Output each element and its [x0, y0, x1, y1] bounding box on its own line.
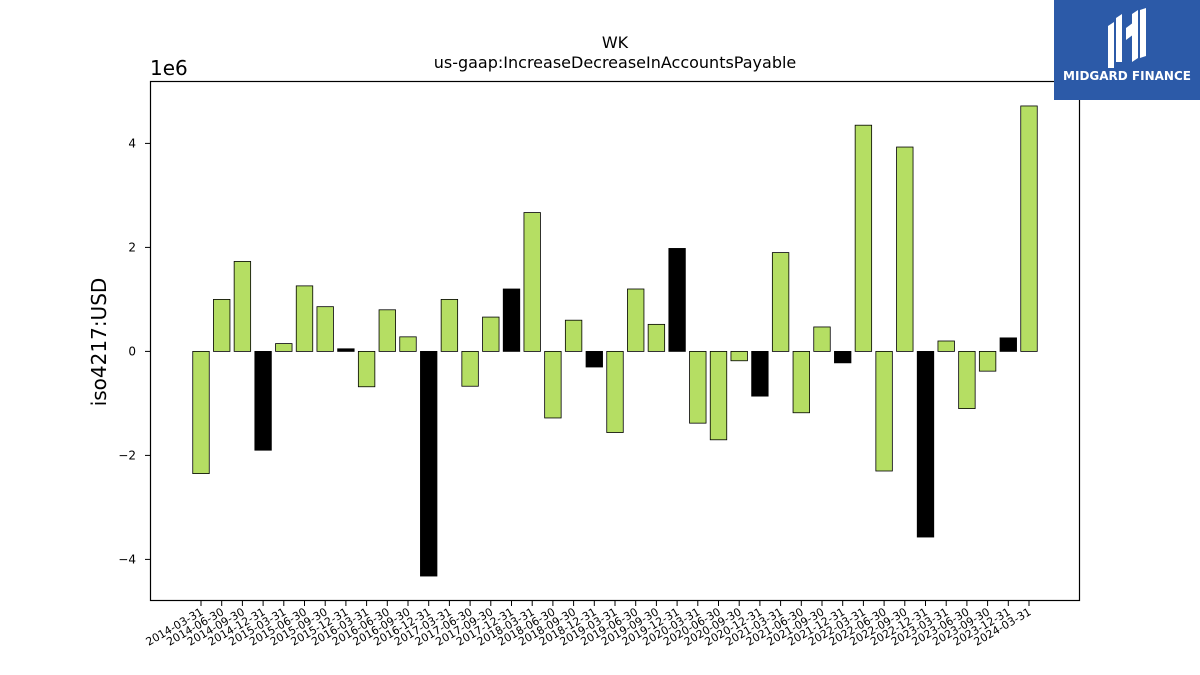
bar-2020-03-31 — [689, 350, 707, 424]
bar-2016-09-30 — [399, 336, 417, 352]
bar-2020-06-30 — [709, 350, 728, 441]
y-tick-label: 4 — [128, 136, 136, 150]
bar-2024-03-31 — [1020, 105, 1038, 352]
bar-2020-12-31 — [751, 350, 769, 397]
bar-2019-12-31 — [668, 248, 686, 352]
bar-2015-06-30 — [295, 285, 314, 352]
bar-2018-06-30 — [544, 350, 562, 419]
bar-2019-03-31 — [606, 350, 624, 433]
bar-2021-12-31 — [834, 350, 852, 364]
bar-2014-12-31 — [254, 350, 272, 451]
bar-2015-03-31 — [275, 343, 293, 352]
bar-2018-03-31 — [523, 212, 541, 352]
bar-2018-09-30 — [564, 319, 583, 352]
bar-2023-09-30 — [978, 350, 997, 372]
bar-2018-12-31 — [585, 350, 603, 368]
bar-2023-12-31 — [999, 337, 1017, 352]
bar-2023-03-31 — [937, 340, 955, 352]
bar-2015-12-31 — [337, 348, 355, 352]
bar-2016-12-31 — [420, 350, 438, 577]
bar-2019-06-30 — [627, 288, 645, 352]
bar-2015-09-30 — [316, 306, 334, 352]
chart-title: WK — [601, 33, 629, 52]
bar-2021-06-30 — [792, 350, 810, 414]
brand-logo-text: MIDGARD FINANCE — [1063, 69, 1191, 83]
bar-2019-09-30 — [647, 323, 666, 352]
bar-2014-09-30 — [233, 261, 252, 352]
bar-2021-03-31 — [771, 252, 790, 352]
bar-2023-06-30 — [958, 350, 976, 409]
y-tick-label: −2 — [118, 448, 136, 462]
bar-2017-12-31 — [502, 288, 521, 352]
bar-2021-09-30 — [813, 326, 831, 352]
y-tick-label: 2 — [128, 240, 136, 254]
y-tick-label: −4 — [118, 552, 136, 566]
chart-subtitle: us-gaap:IncreaseDecreaseInAccountsPayabl… — [433, 53, 797, 72]
bar-2020-09-30 — [730, 350, 748, 362]
y-axis-multiplier: 1e6 — [150, 56, 188, 80]
bar-2022-12-31 — [916, 350, 935, 538]
y-tick-label: 0 — [128, 344, 136, 358]
bar-2017-09-30 — [482, 316, 500, 352]
bar-2016-03-31 — [357, 350, 376, 388]
bar-2017-06-30 — [461, 350, 479, 387]
bar-2022-03-31 — [854, 124, 873, 352]
bar-2022-06-30 — [875, 350, 893, 472]
bar-2014-03-31 — [192, 350, 210, 474]
bar-2022-09-30 — [896, 146, 914, 352]
bar-2014-06-30 — [213, 298, 231, 352]
axes-frame — [149, 80, 1081, 602]
brand-logo: MIDGARD FINANCE — [1054, 0, 1200, 100]
bar-2017-03-31 — [440, 298, 459, 352]
midgard-logo-icon — [1108, 8, 1146, 68]
bar-2016-06-30 — [378, 309, 396, 352]
